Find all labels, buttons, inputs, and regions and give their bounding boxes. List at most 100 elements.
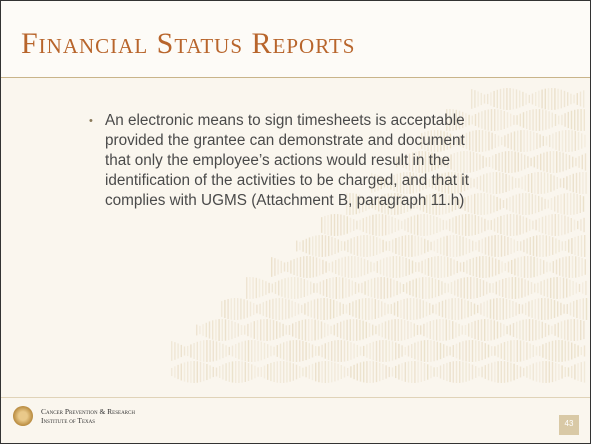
dna-strand <box>488 156 491 168</box>
dna-strand <box>318 235 320 257</box>
dna-strand <box>345 278 347 298</box>
dna-strand <box>497 235 499 257</box>
dna-strand <box>490 319 492 341</box>
dna-strand <box>302 340 304 362</box>
dna-strand <box>452 345 454 357</box>
dna-strand <box>319 281 321 295</box>
dna-strand <box>511 176 514 190</box>
dna-strand <box>447 257 449 277</box>
dna-strand <box>478 340 480 362</box>
dna-strand <box>510 340 512 362</box>
dna-strand <box>328 235 330 257</box>
dna-strand <box>563 177 565 189</box>
dna-strand <box>396 280 398 296</box>
dna-strand <box>514 277 517 299</box>
dna-strand <box>552 261 554 273</box>
dna-strand <box>278 280 280 296</box>
dna-strand <box>559 277 561 299</box>
dna-strand <box>344 241 346 251</box>
dna-strand <box>547 199 549 209</box>
dna-strand <box>480 319 483 341</box>
dna-strand <box>209 365 211 379</box>
dna-strand <box>515 194 517 214</box>
dna-strand <box>317 298 319 320</box>
dna-strand <box>544 323 547 337</box>
dna-strand <box>468 239 471 253</box>
dna-strand <box>369 235 371 257</box>
dna-strand <box>481 217 483 233</box>
dna-strand <box>531 193 533 215</box>
dna-strand <box>509 299 511 319</box>
dna-strand <box>558 340 560 362</box>
dna-strand <box>496 321 499 339</box>
dna-strand <box>208 321 211 339</box>
dna-strand <box>542 361 544 383</box>
dna-strand <box>515 302 517 316</box>
dna-strand <box>429 303 431 315</box>
dna-strand <box>289 340 291 362</box>
dna-strand <box>219 365 221 379</box>
dna-strand <box>202 324 204 336</box>
dna-strand <box>479 278 481 298</box>
dna-strand <box>535 362 538 382</box>
dna-strand <box>559 258 561 276</box>
dna-strand <box>556 277 558 299</box>
dna-strand <box>543 152 545 172</box>
dna-strand <box>331 361 333 383</box>
dna-strand <box>267 344 269 358</box>
dna-strand <box>493 90 495 108</box>
dna-strand <box>572 156 574 168</box>
dna-strand <box>529 110 531 130</box>
dna-strand <box>212 320 214 340</box>
dna-strand <box>320 298 322 320</box>
dna-strand <box>530 282 533 294</box>
dna-strand <box>491 132 493 150</box>
dna-strand <box>290 277 293 299</box>
dna-strand <box>472 240 474 252</box>
dna-strand <box>579 91 582 107</box>
dna-strand <box>474 215 476 235</box>
dna-strand <box>583 90 585 108</box>
dna-strand <box>570 193 572 215</box>
dna-strand <box>353 219 355 231</box>
dna-strand <box>417 361 419 383</box>
dna-strand <box>542 109 544 131</box>
title-bar: Financial Status Reports <box>1 1 590 78</box>
dna-strand <box>356 363 358 381</box>
dna-strand <box>473 277 475 299</box>
dna-strand <box>401 345 403 357</box>
dna-strand <box>257 340 259 362</box>
dna-strand <box>483 301 485 317</box>
dna-strand <box>306 280 309 296</box>
dna-strand <box>279 343 282 359</box>
dna-strand <box>513 214 515 236</box>
organization-line: Cancer Prevention & Research <box>41 407 135 416</box>
dna-strand <box>553 175 555 191</box>
dna-strand <box>529 130 532 152</box>
dna-strand <box>532 109 534 131</box>
dna-strand <box>377 300 380 318</box>
dna-strand <box>300 277 302 299</box>
dna-strand <box>484 237 487 255</box>
dna-strand <box>357 256 359 278</box>
dna-strand <box>489 299 492 319</box>
dna-strand <box>497 135 500 147</box>
dna-strand <box>541 216 544 234</box>
dna-strand <box>295 340 298 362</box>
page-number-box <box>559 415 579 435</box>
dna-strand <box>366 235 368 257</box>
dna-strand <box>521 176 523 190</box>
dna-strand <box>374 277 376 299</box>
dna-strand <box>343 366 346 378</box>
dna-strand <box>174 366 176 378</box>
dna-strand <box>481 238 483 254</box>
dna-strand <box>509 324 511 336</box>
dna-strand <box>512 300 514 318</box>
dna-strand <box>431 257 433 277</box>
dna-strand <box>575 172 578 194</box>
dna-strand <box>573 319 575 341</box>
dna-strand <box>369 342 371 360</box>
dna-strand <box>568 239 570 253</box>
dna-strand <box>571 365 573 379</box>
dna-strand <box>433 367 435 377</box>
